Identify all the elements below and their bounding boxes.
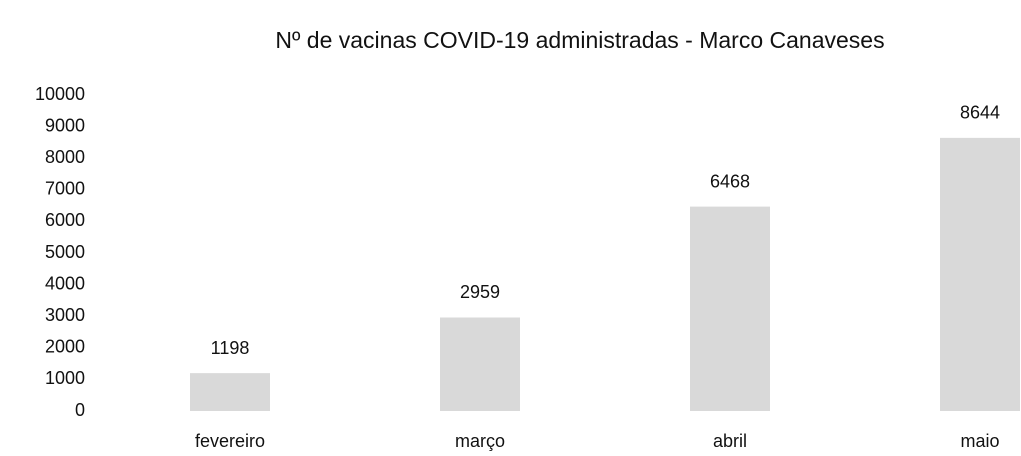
x-tick-label: abril	[713, 431, 747, 451]
y-tick-label: 10000	[35, 84, 85, 104]
data-label: 2959	[460, 282, 500, 302]
y-tick-label: 7000	[45, 179, 85, 199]
bar	[190, 373, 270, 411]
y-tick-label: 6000	[45, 210, 85, 230]
y-tick-label: 4000	[45, 273, 85, 293]
y-tick-label: 2000	[45, 337, 85, 357]
data-label: 6468	[710, 171, 750, 191]
x-tick-label: maio	[960, 431, 999, 451]
data-label: 1198	[211, 338, 250, 358]
y-tick-label: 0	[75, 400, 85, 420]
y-tick-label: 5000	[45, 242, 85, 262]
y-tick-label: 8000	[45, 147, 85, 167]
x-tick-label: março	[455, 431, 505, 451]
bar	[940, 137, 1020, 411]
x-tick-label: fevereiro	[195, 431, 265, 451]
data-label: 8644	[960, 103, 1000, 123]
y-tick-label: 3000	[45, 305, 85, 325]
chart-title: Nº de vacinas COVID-19 administradas - M…	[275, 27, 884, 53]
y-tick-label: 1000	[45, 368, 85, 388]
y-tick-label: 9000	[45, 115, 85, 135]
bar	[690, 206, 770, 411]
bar	[440, 317, 520, 411]
